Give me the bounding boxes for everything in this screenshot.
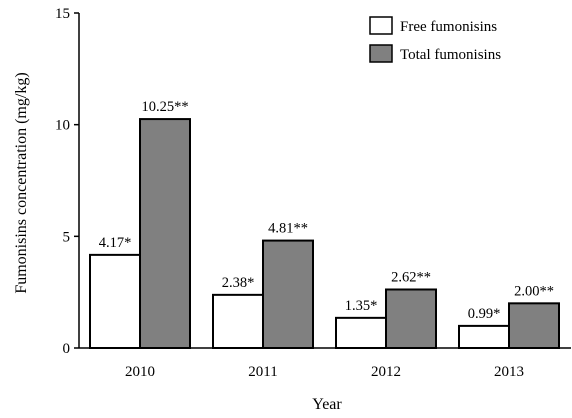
- bar-total-fumonisins: [139, 118, 191, 350]
- bars: [89, 118, 560, 350]
- y-tick-label: 0: [63, 341, 71, 357]
- data-label: 1.35*: [345, 298, 378, 314]
- legend-label: Free fumonisins: [400, 19, 497, 35]
- y-tick-label: 15: [55, 6, 70, 22]
- x-tick-label: 2013: [494, 364, 524, 380]
- legend-swatch: [369, 16, 393, 35]
- data-label: 4.81**: [268, 221, 308, 237]
- y-tick-label: 10: [55, 118, 70, 134]
- y-tick-label: 5: [63, 229, 71, 245]
- data-label: 2.38*: [222, 275, 255, 291]
- bar-total-fumonisins: [262, 239, 314, 349]
- data-label: 10.25**: [141, 99, 188, 115]
- legend-swatch: [369, 44, 393, 63]
- data-label: 4.17*: [99, 235, 132, 251]
- y-axis-title: Fumonisins concentration (mg/kg): [13, 72, 30, 293]
- bar-free-fumonisins: [458, 324, 510, 350]
- x-axis-title: Year: [312, 396, 342, 413]
- legend-label: Total fumonisins: [400, 47, 501, 63]
- bar-free-fumonisins: [335, 316, 387, 350]
- bar-free-fumonisins: [212, 293, 264, 350]
- legend: Free fumonisins Total fumonisins: [369, 16, 501, 63]
- data-label: 2.00**: [514, 283, 554, 299]
- bar-total-fumonisins: [385, 288, 437, 349]
- bar-free-fumonisins: [89, 253, 141, 349]
- data-labels: 4.17* 10.25** 2.38* 4.81** 1.35* 2.62** 0.99* 2…: [99, 99, 554, 322]
- data-label: 2.62**: [391, 269, 431, 285]
- x-tick-label: 2012: [371, 364, 401, 380]
- data-label: 0.99*: [468, 306, 501, 322]
- x-tick-label: 2011: [248, 364, 277, 380]
- bar-total-fumonisins: [508, 302, 560, 350]
- x-tick-label: 2010: [125, 364, 155, 380]
